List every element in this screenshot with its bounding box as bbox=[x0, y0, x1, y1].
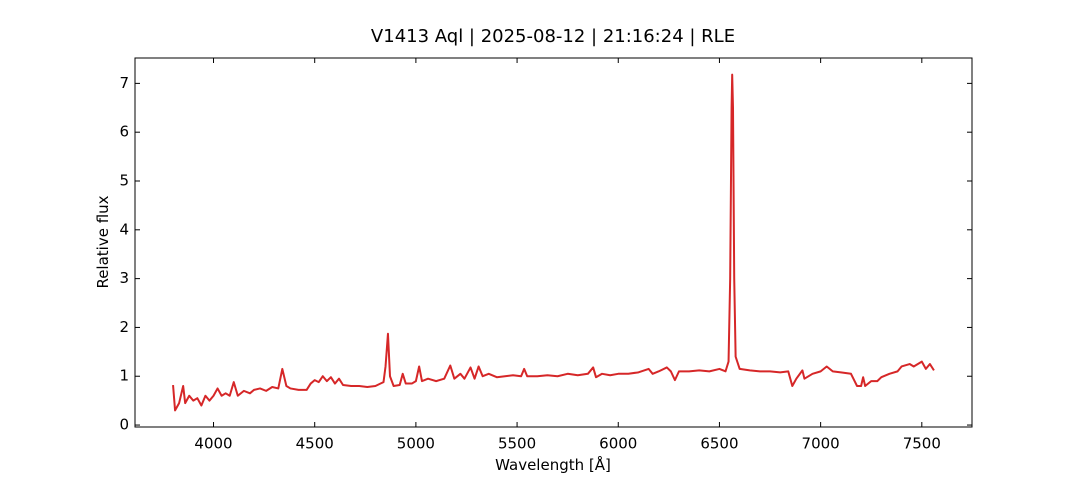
x-axis-label: Wavelength [Å] bbox=[495, 455, 611, 474]
x-tick-label: 7500 bbox=[903, 435, 941, 453]
y-tick-label: 6 bbox=[119, 123, 129, 141]
y-tick-label: 5 bbox=[119, 172, 129, 190]
x-tick-label: 4000 bbox=[194, 435, 232, 453]
y-tick-label: 2 bbox=[119, 318, 129, 336]
x-tick-label: 5000 bbox=[397, 435, 435, 453]
spectrum-line bbox=[172, 73, 935, 412]
y-tick-label: 4 bbox=[119, 220, 129, 238]
plot-frame bbox=[134, 57, 973, 428]
x-tick-label: 4500 bbox=[296, 435, 334, 453]
y-axis-label: Relative flux bbox=[94, 195, 112, 288]
y-tick-label: 1 bbox=[119, 367, 129, 385]
x-tick-label: 6500 bbox=[700, 435, 738, 453]
x-tick-label: 7000 bbox=[802, 435, 840, 453]
chart-title: V1413 Aql | 2025-08-12 | 21:16:24 | RLE bbox=[371, 26, 735, 47]
y-tick-label: 7 bbox=[119, 74, 129, 92]
y-tick-label: 0 bbox=[119, 416, 129, 434]
x-tick-label: 5500 bbox=[498, 435, 536, 453]
x-tick-label: 6000 bbox=[599, 435, 637, 453]
y-tick-label: 3 bbox=[119, 269, 129, 287]
